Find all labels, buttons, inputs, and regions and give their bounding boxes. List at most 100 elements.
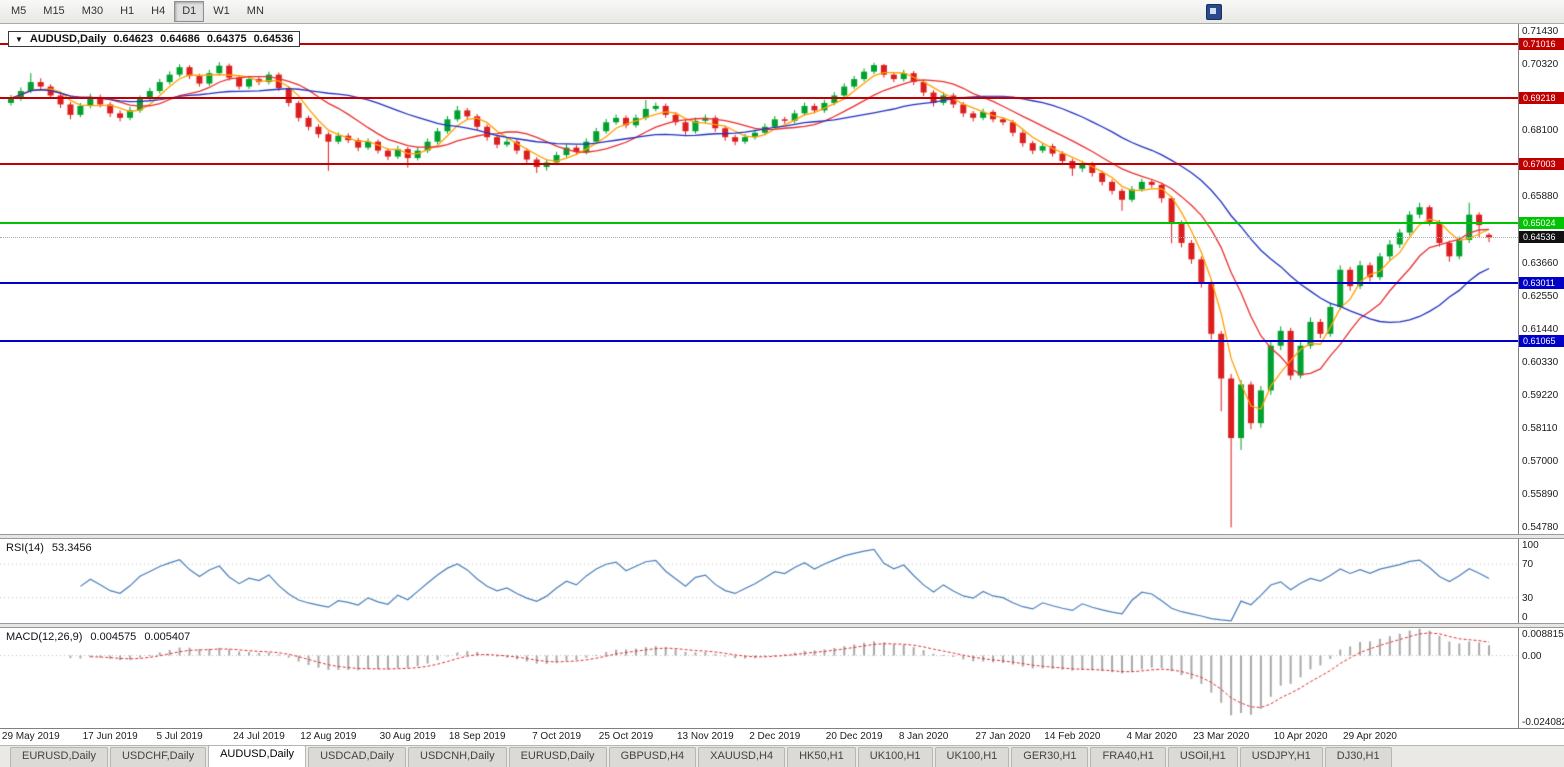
time-axis-label: 13 Nov 2019 (677, 731, 734, 742)
time-axis-label: 4 Mar 2020 (1126, 731, 1178, 742)
rsi-axis-tick: 70 (1522, 559, 1534, 571)
price-axis-tick: 0.71430 (1522, 26, 1559, 38)
time-axis-label: 2 Dec 2019 (749, 731, 801, 742)
time-axis-label: 10 Apr 2020 (1273, 731, 1328, 742)
hline-resistance-0.71016[interactable] (0, 43, 1518, 46)
timeframe-button-d1[interactable]: D1 (174, 1, 205, 22)
tab-usdjpy-h1[interactable]: USDJPY,H1 (1239, 747, 1323, 767)
price-axis[interactable] (1518, 24, 1564, 728)
tab-fra40-h1[interactable]: FRA40,H1 (1090, 747, 1166, 767)
tab-hk50-h1[interactable]: HK50,H1 (787, 747, 856, 767)
current-price-badge: 0.64536 (1519, 231, 1564, 244)
tab-xauusd-h4[interactable]: XAUUSD,H4 (698, 747, 786, 767)
price-axis-tick: 0.60330 (1522, 356, 1559, 368)
time-axis-label: 27 Jan 2020 (975, 731, 1031, 742)
price-axis-tick: 0.62550 (1522, 290, 1559, 302)
hline-key-level-0.65024[interactable] (0, 221, 1518, 224)
timeframe-button-mn[interactable]: MN (246, 5, 264, 17)
chart-tab-bar: EURUSD,Daily USDCHF,Daily AUDUSD,Daily USDC… (0, 745, 1564, 767)
timeframe-button-h1[interactable]: H1 (120, 5, 135, 17)
timeframe-button-w1[interactable]: W1 (213, 5, 230, 17)
hline-support-0.61065[interactable] (0, 339, 1518, 342)
chart-ohlc-info[interactable]: ▼ AUDUSD,Daily 0.64623 0.64686 0.64375 0… (8, 31, 301, 47)
price-axis-tick: 0.54780 (1522, 522, 1559, 534)
hline-badge-0.63011: 0.63011 (1519, 276, 1564, 289)
timeframe-toolbar: M5 M15 M30 H1 H4 D1 W1 MN (0, 0, 1564, 24)
time-axis-label: 7 Oct 2019 (532, 731, 582, 742)
tab-audusd-daily[interactable]: AUDUSD,Daily (208, 745, 307, 767)
hline-resistance-0.67003[interactable] (0, 162, 1518, 165)
price-axis-tick: 0.55890 (1522, 488, 1559, 500)
macd-name: MACD(12,26,9) (6, 631, 83, 643)
rsi-value: 53.3456 (51, 542, 92, 554)
macd-axis-tick: -0.024082 (1522, 717, 1564, 728)
price-axis-tick: 0.65880 (1522, 191, 1559, 203)
tab-usoil-h1[interactable]: USOil,H1 (1167, 747, 1238, 767)
ohlc-close: 0.64536 (253, 33, 294, 45)
time-axis-label: 18 Sep 2019 (448, 731, 506, 742)
tab-eurusd-daily[interactable]: EURUSD,Daily (508, 747, 607, 767)
time-axis-label: 17 Jun 2019 (82, 731, 138, 742)
macd-value-main: 0.004575 (90, 631, 137, 643)
hline-badge-0.67003: 0.67003 (1519, 157, 1564, 170)
time-axis-label: 23 Mar 2020 (1193, 731, 1250, 742)
time-axis[interactable]: 29 May 2019 17 Jun 2019 5 Jul 2019 24 Jul 2… (0, 728, 1564, 745)
hline-badge-0.65024: 0.65024 (1519, 216, 1564, 229)
macd-canvas[interactable] (0, 628, 1518, 728)
time-axis-label: 24 Jul 2019 (233, 731, 285, 742)
price-axis-tick: 0.59220 (1522, 389, 1559, 401)
time-axis-label: 20 Dec 2019 (825, 731, 883, 742)
tab-gbpusd-h4[interactable]: GBPUSD,H4 (608, 747, 697, 767)
tab-uk100-h1[interactable]: UK100,H1 (934, 747, 1010, 767)
tab-usdchf-daily[interactable]: USDCHF,Daily (109, 747, 207, 767)
rsi-axis-tick: 0 (1522, 612, 1528, 623)
time-axis-label: 29 May 2019 (1, 731, 60, 742)
price-axis-tick: 0.70320 (1522, 59, 1559, 71)
timeframe-button-m15[interactable]: M15 (43, 5, 65, 17)
rsi-name: RSI(14) (6, 542, 44, 554)
timeframe-button-h4[interactable]: H4 (151, 5, 166, 17)
time-axis-label: 5 Jul 2019 (156, 731, 203, 742)
time-axis-label: 14 Feb 2020 (1044, 731, 1101, 742)
tab-eurusd-daily[interactable]: EURUSD,Daily (10, 747, 108, 767)
hline-badge-0.69218: 0.69218 (1519, 91, 1564, 104)
macd-indicator-label: MACD(12,26,9) 0.004575 0.005407 (6, 631, 190, 643)
tab-dj30-h1[interactable]: DJ30,H1 (1324, 747, 1392, 767)
current-price-line (0, 237, 1518, 239)
timeframe-button-m30[interactable]: M30 (81, 5, 104, 17)
macd-axis-tick: 0.008815 (1522, 629, 1564, 640)
rsi-canvas[interactable] (0, 539, 1518, 623)
price-axis-tick: 0.63660 (1522, 257, 1559, 269)
rsi-axis-tick: 30 (1522, 592, 1534, 604)
panel-separator[interactable] (0, 534, 1564, 539)
price-axis-tick: 0.58110 (1522, 422, 1558, 434)
tab-usdcad-daily[interactable]: USDCAD,Daily (308, 747, 407, 767)
hline-resistance-0.69218[interactable] (0, 96, 1518, 99)
time-axis-label: 30 Aug 2019 (379, 731, 436, 742)
tab-ger30-h1[interactable]: GER30,H1 (1011, 747, 1089, 767)
hline-support-0.63011[interactable] (0, 281, 1518, 284)
hline-badge-0.71016: 0.71016 (1519, 38, 1564, 51)
time-axis-label: 8 Jan 2020 (898, 731, 949, 742)
hline-badge-0.61065: 0.61065 (1519, 334, 1564, 347)
toolbar-icon[interactable] (1206, 4, 1222, 20)
tab-usdcnh-daily[interactable]: USDCNH,Daily (408, 747, 507, 767)
chart-symbol-label: AUDUSD,Daily (29, 33, 107, 45)
ohlc-high: 0.64686 (160, 33, 200, 45)
macd-axis-tick: 0.00 (1522, 650, 1542, 662)
time-axis-label: 25 Oct 2019 (598, 731, 654, 742)
price-axis-tick: 0.61440 (1522, 323, 1559, 335)
main-chart-canvas[interactable] (0, 24, 1518, 534)
tab-uk100-h1[interactable]: UK100,H1 (857, 747, 933, 767)
symbol-dropdown-icon[interactable]: ▼ (15, 34, 23, 44)
time-axis-label: 12 Aug 2019 (300, 731, 357, 742)
rsi-axis-tick: 100 (1522, 540, 1539, 551)
time-axis-label: 29 Apr 2020 (1343, 731, 1397, 742)
macd-value-signal: 0.005407 (144, 631, 191, 643)
timeframe-button-m5[interactable]: M5 (11, 5, 27, 17)
price-axis-tick: 0.68100 (1522, 125, 1559, 137)
price-axis-tick: 0.57000 (1522, 455, 1559, 467)
rsi-indicator-label: RSI(14) 53.3456 (6, 542, 92, 554)
panel-separator[interactable] (0, 623, 1564, 628)
